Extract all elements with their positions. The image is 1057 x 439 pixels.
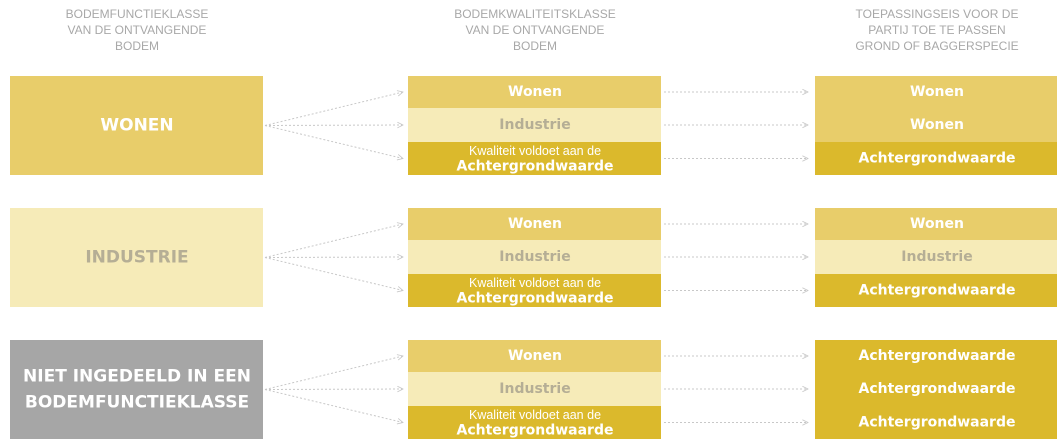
requirement-label: Achtergrondwaarde: [859, 151, 1016, 167]
function-class-label: BODEMFUNCTIEKLASSE: [25, 393, 249, 413]
function-class-label: INDUSTRIE: [85, 248, 188, 268]
requirement-box: [815, 240, 1057, 274]
quality-box: [408, 274, 661, 307]
column-header: BODEMKWALITEITSKLASSE: [454, 7, 616, 21]
quality-box: [408, 76, 661, 108]
requirement-box: [815, 108, 1057, 142]
arrow: [264, 356, 403, 390]
arrow: [264, 125, 403, 126]
quality-box: [408, 372, 661, 406]
arrow: [264, 257, 403, 258]
requirement-label: Wonen: [910, 84, 964, 100]
quality-box: [408, 406, 661, 439]
arrow: [264, 257, 403, 291]
quality-label: Kwaliteit voldoet aan de: [469, 408, 601, 422]
requirement-label: Achtergrondwaarde: [859, 283, 1016, 299]
arrow: [264, 224, 403, 258]
quality-label: Industrie: [499, 117, 570, 133]
function-class-box: [10, 76, 263, 175]
column-header: BODEMFUNCTIEKLASSE: [66, 7, 209, 21]
column-header: PARTIJ TOE TE PASSEN: [868, 23, 1005, 37]
function-class-label: NIET INGEDEELD IN EEN: [23, 367, 251, 387]
quality-label: Achtergrondwaarde: [457, 423, 614, 439]
requirement-box: [815, 208, 1057, 240]
requirement-label: Achtergrondwaarde: [859, 415, 1016, 431]
requirement-label: Achtergrondwaarde: [859, 381, 1016, 397]
arrow: [264, 92, 403, 126]
quality-label: Wonen: [508, 84, 562, 100]
requirement-box: [815, 372, 1057, 406]
quality-label: Wonen: [508, 348, 562, 364]
quality-box: [408, 108, 661, 142]
requirement-label: Wonen: [910, 216, 964, 232]
quality-label: Achtergrondwaarde: [457, 159, 614, 175]
quality-label: Industrie: [499, 249, 570, 265]
function-class-box: [10, 340, 263, 439]
column-header: VAN DE ONTVANGENDE: [68, 23, 207, 37]
requirement-box: [815, 142, 1057, 175]
quality-label: Achtergrondwaarde: [457, 291, 614, 307]
requirement-label: Achtergrondwaarde: [859, 348, 1016, 364]
function-class-label: WONEN: [100, 116, 173, 136]
arrow: [264, 389, 403, 390]
requirement-label: Industrie: [901, 249, 972, 265]
column-header: TOEPASSINGSEIS VOOR DE: [856, 7, 1019, 21]
quality-label: Wonen: [508, 216, 562, 232]
quality-label: Industrie: [499, 381, 570, 397]
quality-box: [408, 142, 661, 175]
requirement-label: Wonen: [910, 117, 964, 133]
function-class-box: [10, 208, 263, 307]
column-header: VAN DE ONTVANGENDE: [466, 23, 605, 37]
requirement-box: [815, 406, 1057, 439]
quality-box: [408, 340, 661, 372]
quality-label: Kwaliteit voldoet aan de: [469, 276, 601, 290]
column-header: GROND OF BAGGERSPECIE: [855, 39, 1018, 53]
column-header: BODEM: [115, 39, 159, 53]
quality-box: [408, 208, 661, 240]
column-header: BODEM: [513, 39, 557, 53]
requirement-box: [815, 274, 1057, 307]
arrow: [264, 389, 403, 423]
requirement-box: [815, 76, 1057, 108]
arrow: [264, 125, 403, 159]
quality-box: [408, 240, 661, 274]
requirement-box: [815, 340, 1057, 372]
quality-label: Kwaliteit voldoet aan de: [469, 144, 601, 158]
